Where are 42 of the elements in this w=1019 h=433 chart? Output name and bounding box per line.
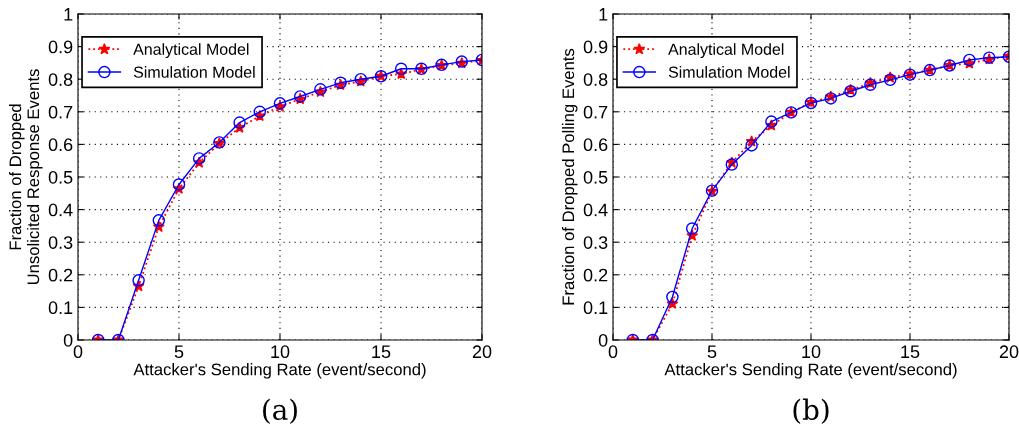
y-tick-label: 0.3 — [48, 236, 73, 249]
x-tick-label: 10 — [802, 345, 821, 359]
y-tick-label: 0 — [63, 333, 73, 347]
legend-label: Simulation Model — [133, 66, 255, 78]
y-tick-label: 0 — [598, 333, 608, 347]
y-axis-title: Fraction of Dropped Unsolicited Response Events — [9, 69, 43, 285]
legend-label: Analytical Model — [133, 43, 249, 59]
text: (b) — [793, 398, 829, 424]
x-tick-label: 5 — [707, 345, 717, 359]
y-tick-label: 0.4 — [583, 203, 608, 217]
y-tick-label: 0.6 — [48, 138, 73, 152]
y-tick-label: 0.9 — [48, 40, 73, 54]
y-tick-label: 1 — [599, 8, 608, 21]
y-tick-label: 0.8 — [583, 73, 608, 86]
y-tick-label: 0.1 — [583, 301, 608, 315]
x-axis-title: Attacker's Sending Rate (event/second) — [664, 363, 957, 379]
x-tick-label: 20 — [472, 345, 492, 359]
y-tick-label: 0.2 — [583, 268, 608, 282]
legend-label: Analytical Model — [668, 43, 784, 59]
y-tick-label: 0.3 — [583, 236, 608, 249]
y-tick-label: 0.6 — [583, 138, 608, 152]
y-tick-label: 0.8 — [48, 73, 73, 86]
legend-label: Simulation Model — [668, 66, 790, 78]
x-tick-label: 15 — [372, 345, 391, 359]
y-tick-label: 0.7 — [583, 105, 608, 119]
y-tick-label: 0.5 — [48, 170, 73, 184]
x-tick-label: 0 — [608, 345, 618, 359]
y-tick-label: 0.5 — [583, 170, 608, 184]
x-tick-label: 20 — [999, 345, 1019, 359]
y-axis-title: Fraction of Dropped Polling Events — [561, 48, 578, 305]
x-axis-title: Attacker's Sending Rate (event/second) — [133, 363, 426, 379]
y-tick-label: 0.4 — [48, 203, 73, 217]
text: (a) — [263, 398, 297, 424]
x-tick-label: 15 — [901, 345, 920, 359]
y-tick-label: 0.2 — [48, 268, 73, 282]
y-tick-label: 0.7 — [48, 105, 73, 119]
y-tick-label: 0.1 — [48, 301, 73, 315]
x-tick-label: 5 — [174, 345, 184, 359]
y-tick-label: 1 — [64, 8, 73, 21]
x-tick-label: 10 — [271, 345, 290, 359]
y-tick-label: 0.9 — [583, 40, 608, 54]
x-tick-label: 0 — [73, 345, 83, 359]
